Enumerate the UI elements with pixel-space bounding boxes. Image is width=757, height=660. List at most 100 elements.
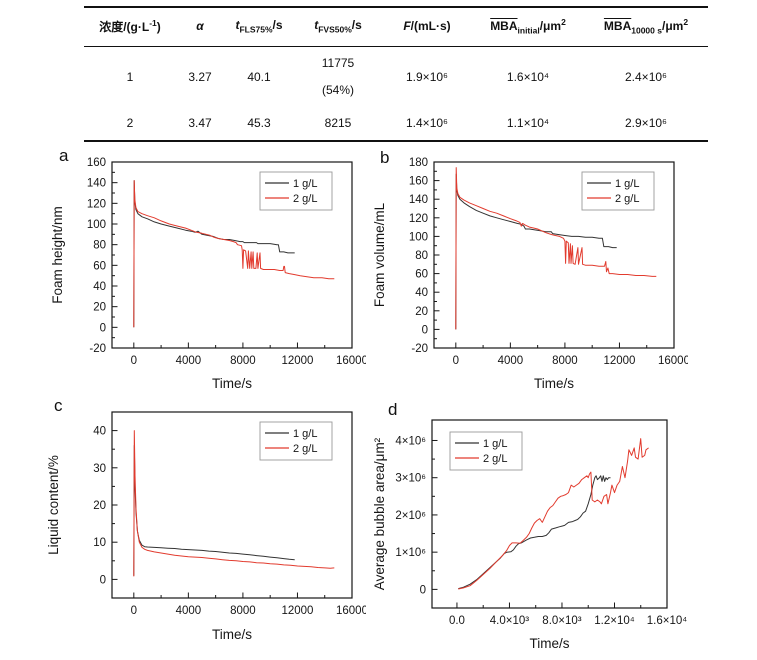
- series-line-0: [455, 173, 617, 330]
- results-table: 浓度/(g·L-1) α tFLS75%/s tFVS50%/s F/(mL·s…: [84, 6, 708, 143]
- x-tick-label: 16000: [336, 605, 366, 617]
- y-tick-label: 60: [93, 260, 106, 272]
- x-axis-title: Time/s: [534, 376, 574, 391]
- y-tick-label: 0: [420, 584, 426, 596]
- table-cell: 1.9×10⁶: [406, 69, 448, 84]
- chart-a-foam-height: 0 4000 8000 12000 16000 -20 0 20 40 60 80 100 120 140…: [50, 157, 366, 391]
- y-tick-label: -20: [411, 343, 428, 355]
- legend-label-1: 2 g/L: [293, 193, 317, 205]
- series-line-1: [133, 180, 335, 328]
- col-header-concentration: 浓度/(g·L-1): [84, 7, 176, 48]
- col-header-tfvs50: tFVS50%/s: [294, 7, 382, 48]
- series-line-1: [133, 430, 335, 577]
- col-header-mba-initial: MBAinitial/μm2: [472, 7, 584, 48]
- y-tick-label: 20: [93, 302, 106, 314]
- table-cell: 11775 (54%): [321, 56, 355, 98]
- col-header-alpha: α: [176, 7, 224, 48]
- y-tick-label: 4×10⁶: [395, 435, 426, 447]
- y-axis-title: Foam volume/mL: [372, 202, 387, 307]
- table-row: 1 3.27 40.1 11775 (54%) 1.9×10⁶ 1.6×10⁴ …: [84, 47, 708, 108]
- y-tick-label: 60: [415, 269, 428, 281]
- series-line-1: [458, 438, 649, 590]
- x-axis-title: Time/s: [212, 627, 252, 642]
- table-cell: 3.27: [188, 69, 212, 84]
- panel-label-a: a: [59, 146, 69, 165]
- chart-b-foam-volume: 0 4000 8000 12000 16000 -20 0 20 40 60 80 100 120 140…: [372, 157, 688, 391]
- chart-c-liquid-content: 0 4000 8000 12000 16000 0 10 20 30 40 Time/s Liquid…: [46, 411, 366, 642]
- table-cell: 1.6×10⁴: [506, 69, 550, 84]
- col-header-mba-10000s: MBA10000 s/μm2: [584, 7, 708, 48]
- y-tick-label: 100: [87, 219, 106, 231]
- y-tick-label: 3×10⁶: [395, 473, 426, 485]
- x-axis-title: Time/s: [212, 376, 252, 391]
- x-tick-label: 8000: [552, 355, 578, 367]
- y-axis-title: Liquid content/%: [46, 455, 61, 555]
- table-cell: 1.1×10⁴: [506, 116, 550, 131]
- y-tick-label: 40: [415, 287, 428, 299]
- x-tick-label: 1.6×10⁴: [647, 615, 687, 627]
- table-cell: 40.1: [247, 69, 271, 84]
- panel-label-d: d: [388, 400, 398, 419]
- chart-d-average-bubble-area: 0.0 4.0×10³ 8.0×10³ 1.2×10⁴ 1.6×10⁴ 0 1×10⁶ 2×1…: [372, 419, 687, 651]
- legend-box: [581, 171, 655, 211]
- table-cell: 2.9×10⁶: [625, 116, 667, 131]
- y-tick-label: 0: [100, 574, 106, 586]
- series-line-0: [133, 445, 295, 576]
- legend-box: [449, 431, 523, 471]
- series-line-0: [458, 475, 611, 590]
- y-tick-label: 10: [93, 537, 106, 549]
- y-tick-label: 140: [409, 194, 428, 206]
- y-tick-label: 160: [409, 176, 428, 188]
- y-tick-label: 1×10⁶: [395, 547, 426, 559]
- panel-label-b: b: [380, 148, 390, 167]
- y-tick-label: 0: [100, 322, 106, 334]
- y-tick-label: 120: [87, 198, 106, 210]
- y-tick-label: 100: [409, 231, 428, 243]
- x-tick-label: 0: [131, 355, 137, 367]
- table-cell: 8215: [324, 116, 352, 131]
- y-axis-title: Foam height/nm: [50, 206, 65, 304]
- table-cell: 3.47: [188, 116, 212, 131]
- y-tick-label: 40: [93, 426, 106, 438]
- legend-label-0: 1 g/L: [293, 178, 317, 190]
- x-tick-label: 4000: [498, 355, 524, 367]
- col-header-tfls75: tFLS75%/s: [224, 7, 294, 48]
- x-tick-label: 12000: [281, 355, 313, 367]
- y-tick-label: 140: [87, 178, 106, 190]
- y-tick-label: 30: [93, 463, 106, 475]
- legend-label-0: 1 g/L: [483, 438, 507, 450]
- table-row: 2 3.47 45.3 8215 1.4×10⁶ 1.1×10⁴ 2.9×10⁶: [84, 107, 708, 141]
- col-header-flow: F/(mL·s): [382, 7, 472, 48]
- table-cell: 45.3: [247, 116, 271, 131]
- y-tick-label: 80: [93, 240, 106, 252]
- x-tick-label: 8.0×10³: [542, 615, 581, 627]
- x-tick-label: 4000: [176, 605, 202, 617]
- y-tick-label: 180: [409, 157, 428, 169]
- legend-label-1: 2 g/L: [483, 453, 507, 465]
- x-tick-label: 8000: [230, 355, 256, 367]
- x-tick-label: 16000: [658, 355, 688, 367]
- x-tick-label: 0: [453, 355, 459, 367]
- y-tick-label: 0: [422, 324, 428, 336]
- y-tick-label: 80: [415, 250, 428, 262]
- legend-label-0: 1 g/L: [615, 178, 639, 190]
- x-tick-label: 1.2×10⁴: [594, 615, 634, 627]
- x-tick-label: 0.0: [449, 615, 465, 627]
- x-tick-label: 12000: [603, 355, 635, 367]
- table-cell: 1.4×10⁶: [406, 116, 448, 131]
- x-tick-label: 0: [131, 605, 137, 617]
- legend-box: [259, 171, 333, 211]
- y-tick-label: 2×10⁶: [395, 510, 426, 522]
- x-tick-label: 4.0×10³: [490, 615, 529, 627]
- x-tick-label: 16000: [336, 355, 366, 367]
- y-tick-label: 20: [93, 500, 106, 512]
- table-cell: 2.4×10⁶: [625, 69, 667, 84]
- header-row: 浓度/(g·L-1) α tFLS75%/s tFVS50%/s F/(mL·s…: [84, 7, 708, 48]
- table-cell: 2: [126, 116, 134, 131]
- x-tick-label: 12000: [281, 605, 313, 617]
- results-table-header: 浓度/(g·L-1) α tFLS75%/s tFVS50%/s F/(mL·s…: [84, 7, 708, 48]
- results-table-body: 1 3.27 40.1 11775 (54%) 1.9×10⁶ 1.6×10⁴ …: [84, 47, 708, 142]
- y-tick-label: -20: [89, 343, 106, 355]
- series-line-1: [455, 167, 657, 330]
